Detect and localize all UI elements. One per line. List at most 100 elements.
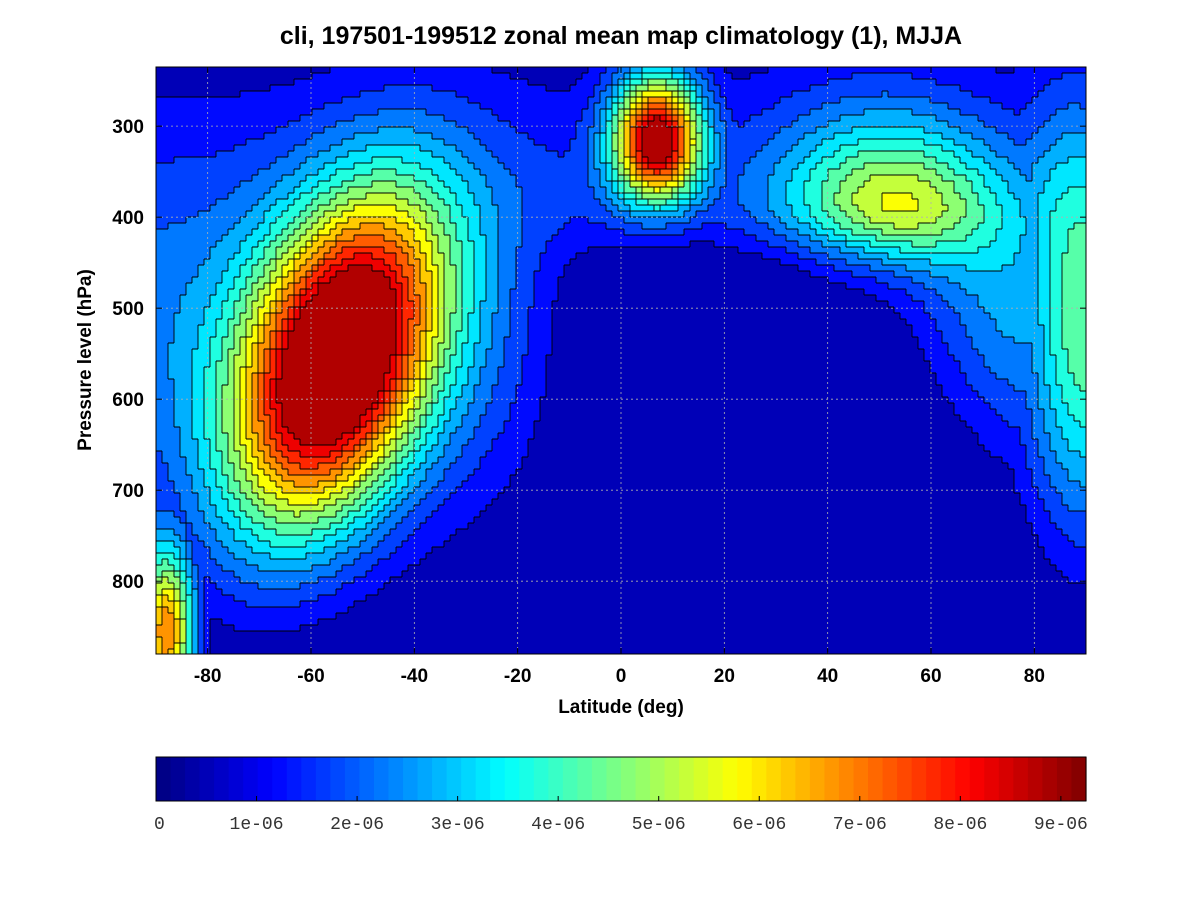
contour-cell (732, 247, 739, 254)
contour-cell (876, 145, 883, 152)
contour-cell (714, 199, 721, 206)
contour-cell (426, 73, 433, 80)
contour-cell (900, 169, 907, 176)
contour-cell (546, 151, 553, 158)
contour-cell (498, 91, 505, 98)
contour-cell (1032, 91, 1039, 98)
contour-cell (702, 187, 709, 194)
contour-cell (594, 241, 601, 248)
contour-cell (822, 163, 829, 170)
contour-cell (156, 85, 163, 92)
contour-cell (372, 229, 379, 236)
contour-cell (276, 181, 283, 188)
contour-cell (192, 67, 199, 74)
contour-cell (696, 115, 703, 122)
contour-cell (366, 193, 373, 200)
contour-cell (372, 241, 379, 248)
contour-cell (666, 151, 673, 158)
contour-cell (294, 85, 301, 92)
contour-cell (462, 223, 469, 230)
contour-cell (768, 109, 775, 116)
contour-cell (642, 205, 649, 212)
contour-cell (930, 181, 937, 188)
contour-cell (900, 85, 907, 92)
contour-cell (282, 253, 289, 260)
contour-cell (546, 217, 553, 224)
contour-cell (744, 97, 751, 104)
contour-cell (216, 133, 223, 140)
contour-cell (882, 175, 889, 182)
contour-cell (366, 217, 373, 224)
contour-cell (198, 199, 205, 206)
contour-cell (528, 175, 535, 182)
contour-cell (1056, 199, 1063, 206)
contour-cell (750, 163, 757, 170)
contour-cell (324, 109, 331, 116)
contour-cell (468, 133, 475, 140)
contour-cell (246, 217, 253, 224)
contour-cell (870, 91, 877, 98)
contour-cell (894, 253, 901, 260)
contour-cell (678, 85, 685, 92)
contour-cell (660, 115, 667, 122)
contour-cell (990, 121, 997, 128)
contour-cell (168, 151, 175, 158)
contour-cell (960, 109, 967, 116)
contour-cell (582, 169, 589, 176)
contour-cell (486, 199, 493, 206)
contour-cell (432, 175, 439, 182)
contour-cell (582, 181, 589, 188)
contour-cell (780, 205, 787, 212)
contour-cell (288, 151, 295, 158)
contour-cell (912, 121, 919, 128)
contour-cell (984, 169, 991, 176)
contour-cell (1044, 187, 1051, 194)
contour-cell (828, 151, 835, 158)
contour-cell (750, 211, 757, 218)
contour-cell (1032, 127, 1039, 134)
contour-cell (600, 103, 607, 110)
contour-cell (756, 151, 763, 158)
contour-cell (300, 157, 307, 164)
contour-cell (588, 115, 595, 122)
contour-cell (192, 205, 199, 212)
contour-cell (528, 85, 535, 92)
contour-cell (204, 175, 211, 182)
contour-cell (456, 193, 463, 200)
contour-cell (660, 205, 667, 212)
contour-cell (234, 157, 241, 164)
contour-cell (222, 247, 229, 254)
contour-cell (1056, 229, 1063, 236)
contour-cell (900, 163, 907, 170)
contour-cell (762, 121, 769, 128)
contour-cell (864, 151, 871, 158)
contour-cell (294, 187, 301, 194)
contour-cell (432, 223, 439, 230)
contour-cell (312, 247, 319, 254)
contour-cell (372, 139, 379, 146)
contour-cell (888, 133, 895, 140)
contour-cell (894, 67, 901, 74)
contour-cell (942, 229, 949, 236)
contour-cell (336, 175, 343, 182)
contour-cell (246, 199, 253, 206)
contour-cell (672, 217, 679, 224)
contour-cell (678, 211, 685, 218)
contour-cell (558, 199, 565, 206)
contour-cell (348, 109, 355, 116)
contour-cell (618, 241, 625, 248)
contour-cell (726, 157, 733, 164)
contour-cell (168, 85, 175, 92)
contour-cell (936, 121, 943, 128)
contour-cell (294, 67, 301, 74)
contour-cell (318, 109, 325, 116)
contour-cell (564, 73, 571, 80)
contour-cell (828, 223, 835, 230)
contour-cell (786, 229, 793, 236)
contour-cell (468, 229, 475, 236)
contour-cell (858, 205, 865, 212)
contour-cell (258, 133, 265, 140)
contour-cell (834, 211, 841, 218)
contour-cell (186, 79, 193, 86)
contour-cell (252, 79, 259, 86)
